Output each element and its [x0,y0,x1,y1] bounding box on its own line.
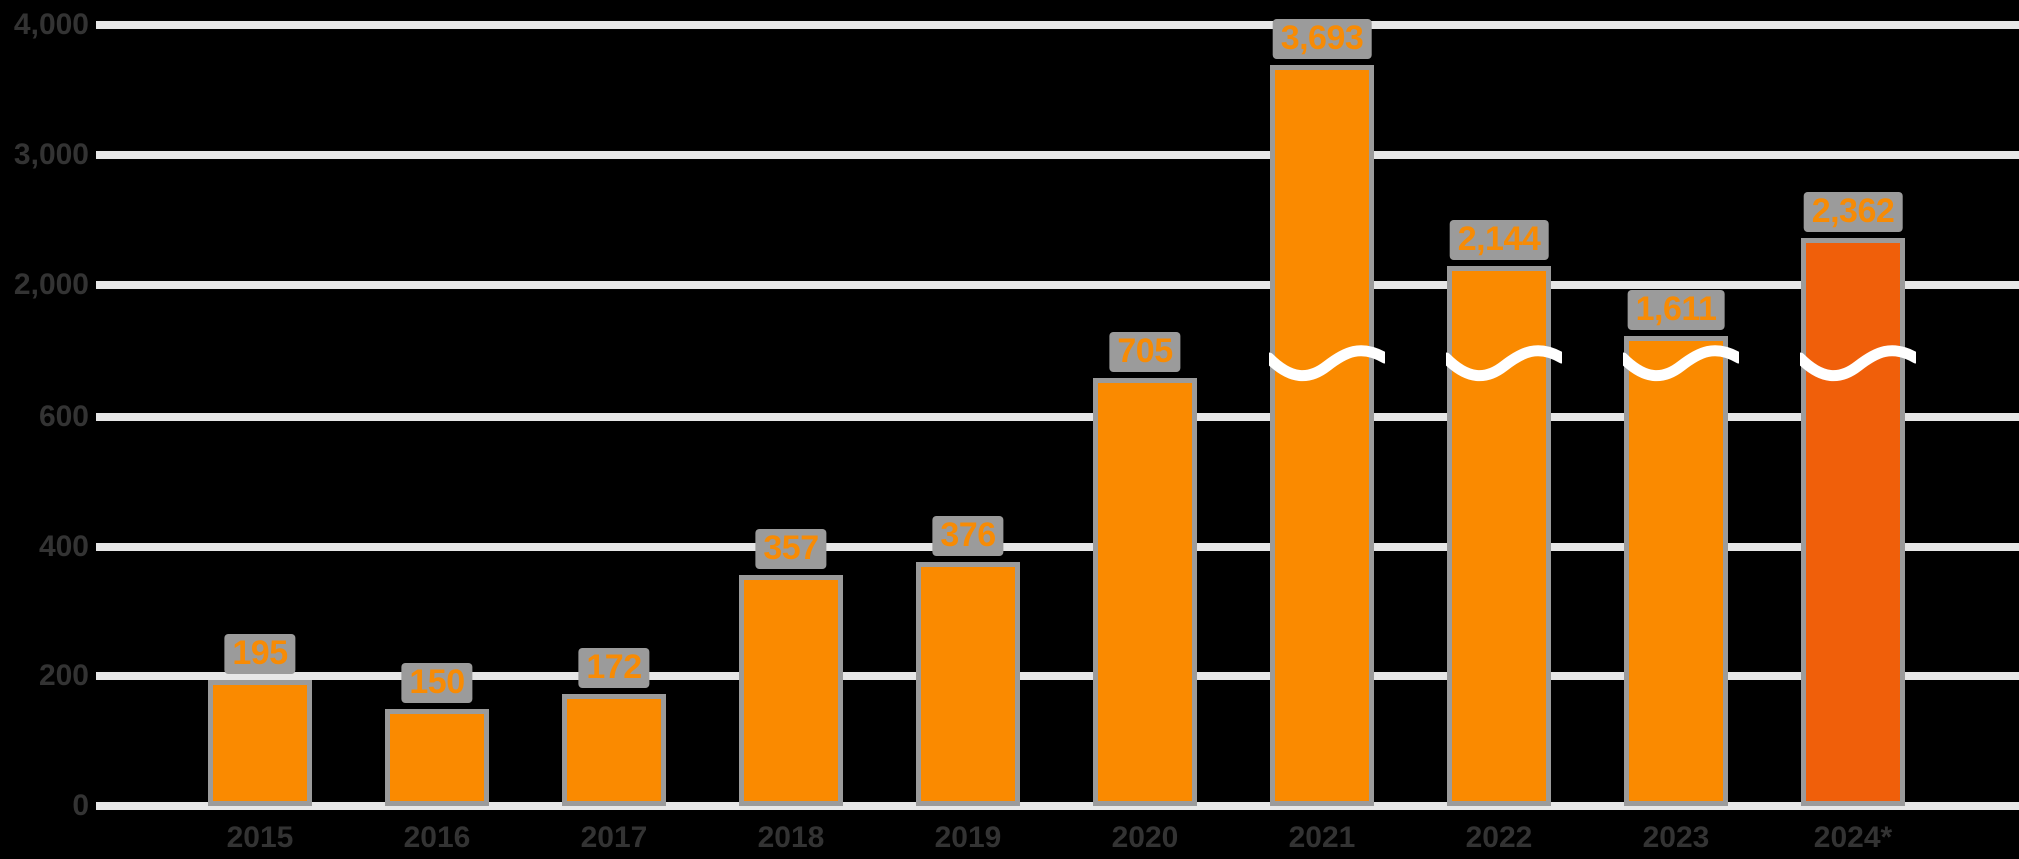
x-axis-tick-label: 2020 [1111,821,1179,854]
y-axis-tick-label: 600 [38,400,89,434]
gridline [96,21,2019,29]
axis-break-wave-icon [1446,345,1562,382]
x-axis-tick-label: 2023 [1642,821,1710,854]
axis-break-wave-icon [1800,345,1916,382]
gridline [96,281,2019,289]
x-axis-tick-label: 2022 [1465,821,1533,854]
bar [385,708,489,806]
y-axis-tick-label: 4,000 [13,8,89,41]
bar-value-label: 2,144 [1449,220,1549,261]
bar-broken [1446,266,1562,806]
bar-value-label: 172 [578,648,650,689]
y-axis-tick-label: 2,000 [13,268,89,301]
x-axis-tick-label: 2016 [403,821,471,854]
bar-value-label: 195 [224,633,296,674]
x-axis-tick-label: 2019 [934,821,1002,854]
axis-break-wave-icon [1623,345,1739,382]
bar-value-label: 705 [1109,332,1181,372]
bar [739,574,843,806]
bar-broken [1269,64,1385,806]
x-axis-tick-label: 2015 [226,821,294,854]
bar-value-label: 3,693 [1272,18,1372,59]
bar-value-label: 1,611 [1627,289,1725,330]
bar [208,679,312,806]
gridline [96,151,2019,159]
gridline [96,672,2019,681]
bar [562,694,666,806]
bar-value-label: 150 [401,662,473,703]
x-axis-tick-label: 2017 [580,821,648,854]
y-axis-tick-label: 400 [38,529,89,563]
gridline [96,802,2019,810]
y-axis-tick-label: 3,000 [13,138,89,171]
bar-value-label: 376 [932,516,1004,557]
axis-break-wave-icon [1269,345,1385,382]
bar-broken [1800,237,1916,806]
x-axis-tick-label: 2021 [1288,821,1356,854]
y-axis-tick-label: 0 [72,789,89,822]
bar [1093,378,1197,806]
bar-broken [1623,335,1739,806]
gridline [96,542,2019,551]
x-axis-tick-label: 2024* [1813,821,1893,854]
y-axis-tick-label: 200 [38,659,89,693]
x-axis-tick-label: 2018 [757,821,825,854]
bar-value-label: 357 [755,528,827,569]
gridline [96,413,2019,422]
bar [916,562,1020,806]
bar-value-label: 2,362 [1803,191,1903,232]
